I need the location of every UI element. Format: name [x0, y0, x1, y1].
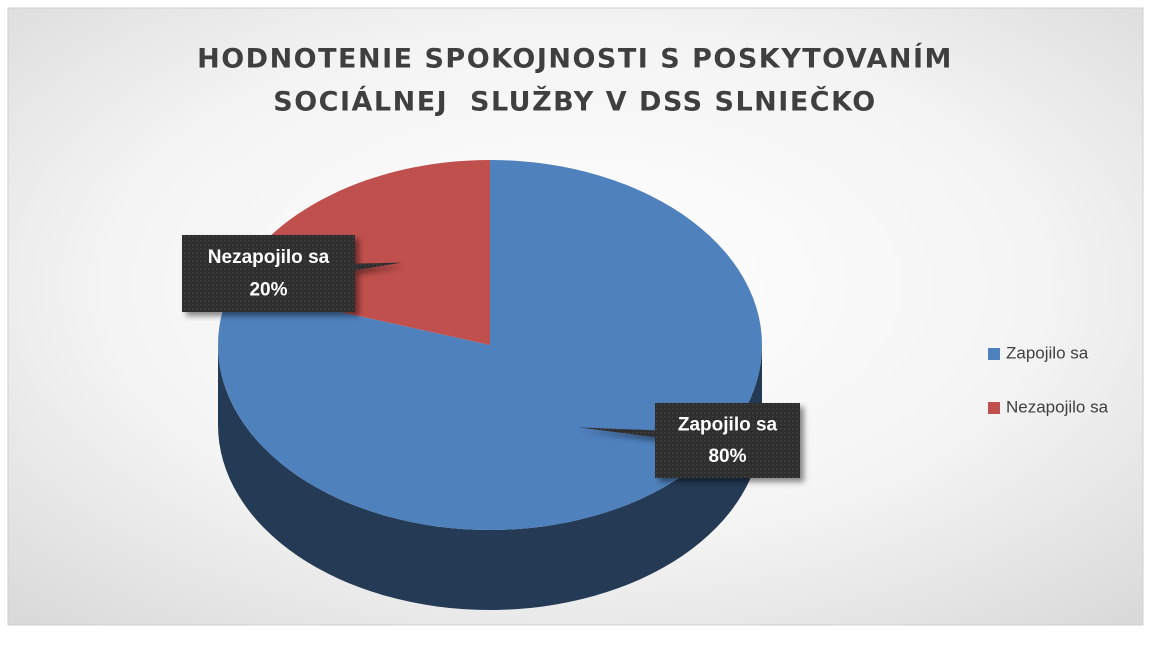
data-label-category: Zapojilo sa — [678, 415, 778, 436]
legend-label: Zapojilo sa — [1006, 343, 1089, 362]
callout-box — [655, 403, 800, 478]
data-label-value: 80% — [708, 446, 746, 467]
chart-title: HODNOTENIE SPOKOJNOSTI S POSKYTOVANÍM — [197, 43, 953, 75]
chart-title: SOCIÁLNEJ SLUŽBY V DSS SLNIEČKO — [273, 86, 877, 118]
legend-swatch — [988, 402, 1000, 414]
legend-label: Nezapojilo sa — [1006, 397, 1109, 416]
legend-swatch — [988, 348, 1000, 360]
data-label-category: Nezapojilo sa — [208, 247, 330, 268]
callout-box — [182, 235, 355, 312]
data-label — [182, 235, 403, 312]
data-label — [577, 403, 800, 478]
data-label-value: 20% — [249, 279, 287, 300]
slice-side — [218, 345, 762, 610]
